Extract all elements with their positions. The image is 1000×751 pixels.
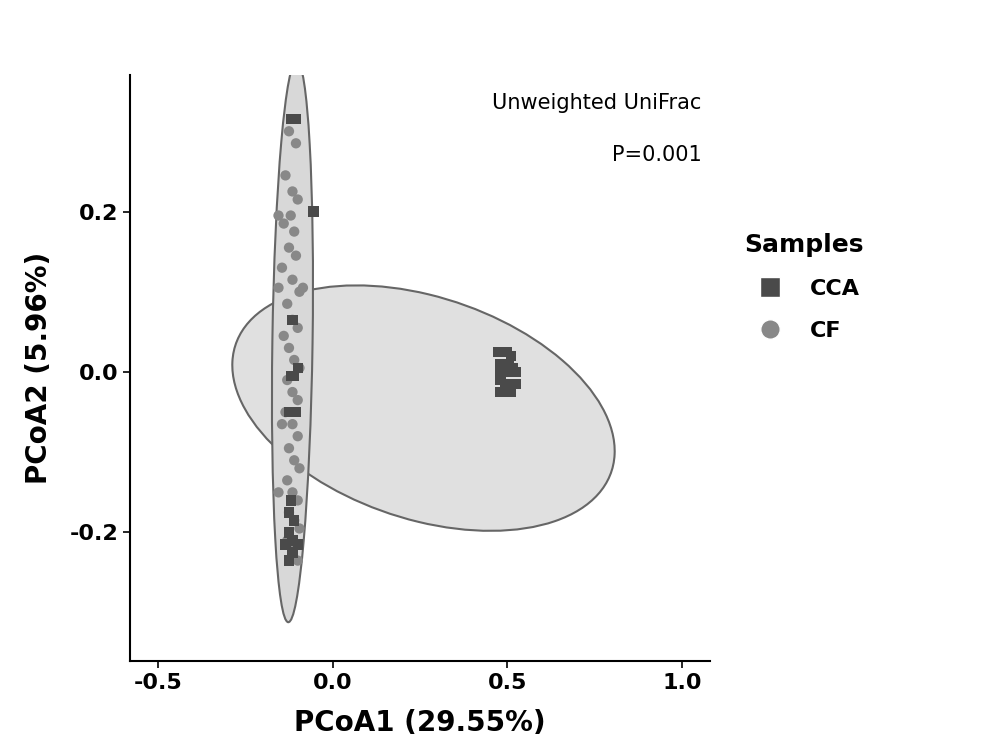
Point bbox=[286, 354, 302, 366]
Point bbox=[503, 350, 519, 362]
Point bbox=[270, 282, 286, 294]
Point bbox=[290, 362, 306, 374]
Ellipse shape bbox=[232, 285, 615, 531]
Point bbox=[277, 406, 293, 418]
Legend: CCA, CF: CCA, CF bbox=[744, 233, 864, 341]
Point bbox=[279, 475, 295, 487]
Point bbox=[288, 249, 304, 261]
Point bbox=[284, 487, 300, 499]
Point bbox=[281, 526, 297, 538]
Point bbox=[290, 394, 306, 406]
Point bbox=[284, 535, 300, 547]
Point bbox=[291, 285, 307, 297]
Ellipse shape bbox=[272, 61, 313, 622]
Point bbox=[279, 535, 295, 547]
Point bbox=[286, 514, 302, 526]
Point bbox=[290, 322, 306, 334]
Point bbox=[274, 418, 290, 430]
Point bbox=[284, 547, 300, 559]
Point bbox=[305, 206, 321, 218]
Point bbox=[283, 494, 299, 506]
Point bbox=[283, 370, 299, 382]
Point bbox=[503, 386, 519, 398]
Point bbox=[492, 358, 508, 370]
Point bbox=[284, 273, 300, 285]
Point bbox=[295, 282, 311, 294]
Point bbox=[283, 210, 299, 222]
Point bbox=[503, 366, 519, 378]
Point bbox=[291, 523, 307, 535]
X-axis label: PCoA1 (29.55%): PCoA1 (29.55%) bbox=[294, 710, 546, 737]
Point bbox=[492, 366, 508, 378]
Point bbox=[286, 225, 302, 237]
Point bbox=[291, 463, 307, 475]
Point bbox=[283, 113, 299, 125]
Point bbox=[290, 494, 306, 506]
Point bbox=[279, 374, 295, 386]
Point bbox=[494, 346, 510, 358]
Y-axis label: PCoA2 (5.96%): PCoA2 (5.96%) bbox=[25, 252, 53, 484]
Point bbox=[290, 538, 306, 550]
Point bbox=[290, 194, 306, 206]
Point bbox=[498, 366, 514, 378]
Point bbox=[499, 346, 515, 358]
Point bbox=[286, 454, 302, 466]
Point bbox=[281, 554, 297, 566]
Point bbox=[508, 378, 524, 390]
Point bbox=[274, 261, 290, 273]
Point bbox=[498, 358, 514, 370]
Point bbox=[281, 506, 297, 518]
Point bbox=[288, 113, 304, 125]
Point bbox=[508, 366, 524, 378]
Point bbox=[290, 430, 306, 442]
Point bbox=[281, 242, 297, 254]
Point bbox=[284, 314, 300, 326]
Point bbox=[281, 506, 297, 518]
Point bbox=[284, 542, 300, 554]
Point bbox=[276, 218, 292, 230]
Point bbox=[288, 406, 304, 418]
Point bbox=[279, 298, 295, 310]
Point bbox=[286, 370, 302, 382]
Point bbox=[492, 374, 508, 386]
Point bbox=[277, 538, 293, 550]
Point bbox=[284, 386, 300, 398]
Point bbox=[491, 346, 507, 358]
Point bbox=[270, 487, 286, 499]
Point bbox=[284, 418, 300, 430]
Point bbox=[505, 362, 521, 374]
Point bbox=[501, 358, 517, 370]
Point bbox=[498, 378, 514, 390]
Point bbox=[281, 442, 297, 454]
Point bbox=[286, 514, 302, 526]
Point bbox=[498, 386, 514, 398]
Point bbox=[281, 342, 297, 354]
Point bbox=[277, 170, 293, 182]
Point bbox=[281, 125, 297, 137]
Point bbox=[270, 210, 286, 222]
Point bbox=[284, 314, 300, 326]
Point bbox=[281, 406, 297, 418]
Point bbox=[290, 554, 306, 566]
Point bbox=[492, 386, 508, 398]
Text: P=0.001: P=0.001 bbox=[612, 146, 701, 165]
Point bbox=[276, 330, 292, 342]
Point bbox=[291, 362, 307, 374]
Point bbox=[503, 378, 519, 390]
Point bbox=[284, 185, 300, 198]
Point bbox=[288, 137, 304, 149]
Text: Unweighted UniFrac: Unweighted UniFrac bbox=[492, 92, 701, 113]
